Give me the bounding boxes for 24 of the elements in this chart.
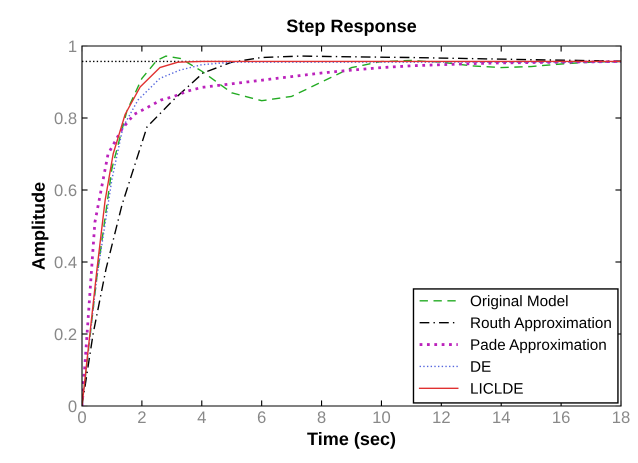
legend-label: Routh Approximation xyxy=(471,316,611,332)
y-axis-title: Amplitude xyxy=(32,182,48,270)
x-tick-label: 4 xyxy=(198,411,206,423)
legend-label: LICLDE xyxy=(471,382,523,394)
x-tick-label: 0 xyxy=(78,411,86,424)
chart-title: Step Response xyxy=(286,20,416,36)
x-tick-label: 10 xyxy=(373,411,390,424)
x-tick-label: 18 xyxy=(613,411,630,424)
y-tick-label: 0.6 xyxy=(54,184,76,196)
y-tick-label: 0 xyxy=(68,400,76,412)
y-tick-label: 0.2 xyxy=(54,328,76,340)
x-tick-label: 14 xyxy=(493,411,510,423)
legend-label: Original Model xyxy=(470,295,568,310)
legend-label: DE xyxy=(471,361,491,372)
x-tick-label: 6 xyxy=(258,411,266,424)
y-tick-label: 0.8 xyxy=(54,112,76,124)
x-tick-label: 2 xyxy=(138,411,146,423)
legend-label: Pade Approximation xyxy=(471,338,606,354)
y-tick-label: 1 xyxy=(69,40,76,52)
y-tick-label: 0.4 xyxy=(54,256,77,268)
x-tick-label: 8 xyxy=(318,411,326,424)
x-tick-label: 16 xyxy=(553,411,570,424)
x-axis-title: Time (sec) xyxy=(307,432,396,449)
x-tick-label: 12 xyxy=(433,411,450,423)
